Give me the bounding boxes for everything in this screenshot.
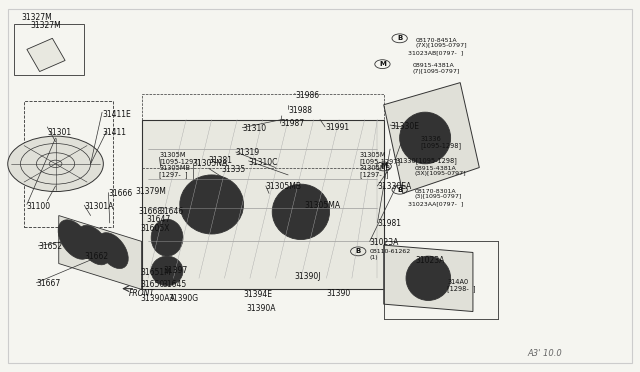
Polygon shape [59, 215, 141, 289]
Text: 31390AA: 31390AA [140, 294, 175, 303]
Text: B: B [356, 248, 361, 254]
Text: 31310C: 31310C [248, 157, 278, 167]
Text: 31646: 31646 [159, 207, 184, 217]
Text: 314A0
[1298-  ]: 314A0 [1298- ] [447, 279, 476, 292]
Text: 08170-8301A
(3)[1095-0797]: 08170-8301A (3)[1095-0797] [414, 189, 461, 199]
Text: 31390J: 31390J [294, 272, 321, 281]
Ellipse shape [77, 225, 110, 265]
Circle shape [8, 136, 103, 192]
Text: 31305M
[1095-1297]: 31305M [1095-1297] [159, 152, 200, 165]
Text: 31319: 31319 [236, 148, 260, 157]
Text: 31987: 31987 [280, 119, 305, 128]
Bar [24, 101, 113, 227]
Text: 31305MB: 31305MB [266, 182, 302, 191]
Text: 31647: 31647 [147, 215, 171, 224]
Text: FRONT: FRONT [129, 289, 155, 298]
Polygon shape [141, 119, 384, 289]
Text: 31667: 31667 [36, 279, 61, 288]
Text: 31390A: 31390A [246, 304, 276, 313]
Text: 31605X: 31605X [140, 224, 170, 233]
Polygon shape [27, 38, 65, 71]
Text: 31991: 31991 [325, 123, 349, 132]
Text: 31301A: 31301A [84, 202, 114, 211]
Text: B: B [397, 187, 403, 193]
Text: 31668: 31668 [138, 207, 163, 217]
Text: 31305MA: 31305MA [304, 201, 340, 210]
Bar [14, 23, 84, 75]
Text: 31305MB
[1297-  ]: 31305MB [1297- ] [159, 164, 191, 178]
Text: 31650: 31650 [140, 280, 164, 289]
Ellipse shape [406, 256, 451, 301]
Text: 31662: 31662 [84, 251, 108, 261]
Text: 31301: 31301 [47, 128, 72, 137]
Text: 31023AB[0797-  ]: 31023AB[0797- ] [408, 51, 463, 55]
Text: 31645: 31645 [162, 280, 186, 289]
Text: 31330[1095-1298]: 31330[1095-1298] [395, 157, 457, 164]
Ellipse shape [151, 219, 183, 256]
Text: 31336
[1095-1298]: 31336 [1095-1298] [420, 136, 462, 149]
Text: 31327M: 31327M [22, 13, 52, 22]
Text: 31023A: 31023A [370, 238, 399, 247]
Text: 31379M: 31379M [135, 187, 166, 196]
Text: 31381: 31381 [209, 155, 232, 165]
Text: B: B [397, 35, 403, 41]
Ellipse shape [399, 112, 451, 164]
Text: 31305MB
[1297-  ]: 31305MB [1297- ] [360, 164, 390, 178]
Ellipse shape [58, 220, 92, 259]
Text: 31330E: 31330E [390, 122, 419, 131]
Text: 31023A: 31023A [415, 256, 445, 265]
Text: 08110-61262
(1): 08110-61262 (1) [370, 249, 411, 260]
Polygon shape [384, 245, 473, 311]
Text: 31394E: 31394E [244, 291, 273, 299]
Text: 31411: 31411 [102, 128, 126, 137]
Text: 31305M
[1095-1297]: 31305M [1095-1297] [360, 152, 401, 165]
Polygon shape [384, 83, 479, 193]
Text: 31327M: 31327M [30, 21, 61, 30]
Text: 31100: 31100 [27, 202, 51, 211]
Text: M: M [379, 61, 386, 67]
Text: 31310: 31310 [243, 124, 266, 133]
Ellipse shape [180, 175, 244, 234]
Text: 31651M: 31651M [140, 268, 171, 277]
Bar [141, 94, 384, 167]
Text: 31652: 31652 [38, 243, 63, 251]
Ellipse shape [151, 256, 183, 286]
Text: 08915-4381A
(7)[1095-0797]: 08915-4381A (7)[1095-0797] [412, 63, 460, 74]
Text: 31988: 31988 [288, 106, 312, 115]
Text: A3' 10.0: A3' 10.0 [527, 349, 562, 358]
Ellipse shape [272, 184, 330, 240]
Text: 31411E: 31411E [102, 109, 131, 119]
Text: 31986: 31986 [296, 91, 320, 100]
Text: 08170-8451A
(7X)[1095-0797]: 08170-8451A (7X)[1095-0797] [415, 38, 467, 48]
Text: M: M [380, 163, 387, 169]
Text: 31330EA: 31330EA [378, 182, 412, 191]
Text: 08915-4381A
(3X)[1095-0797]: 08915-4381A (3X)[1095-0797] [414, 166, 466, 176]
Text: 31390G: 31390G [168, 294, 198, 303]
Text: 31023AA[0797-  ]: 31023AA[0797- ] [408, 201, 463, 206]
Text: 31666: 31666 [108, 189, 132, 198]
Text: 31390: 31390 [326, 289, 351, 298]
Text: 31981: 31981 [378, 219, 401, 228]
Text: 31305NA: 31305NA [193, 159, 228, 169]
Text: 31335: 31335 [221, 165, 246, 174]
Ellipse shape [97, 232, 128, 269]
Text: 31397: 31397 [164, 266, 188, 275]
